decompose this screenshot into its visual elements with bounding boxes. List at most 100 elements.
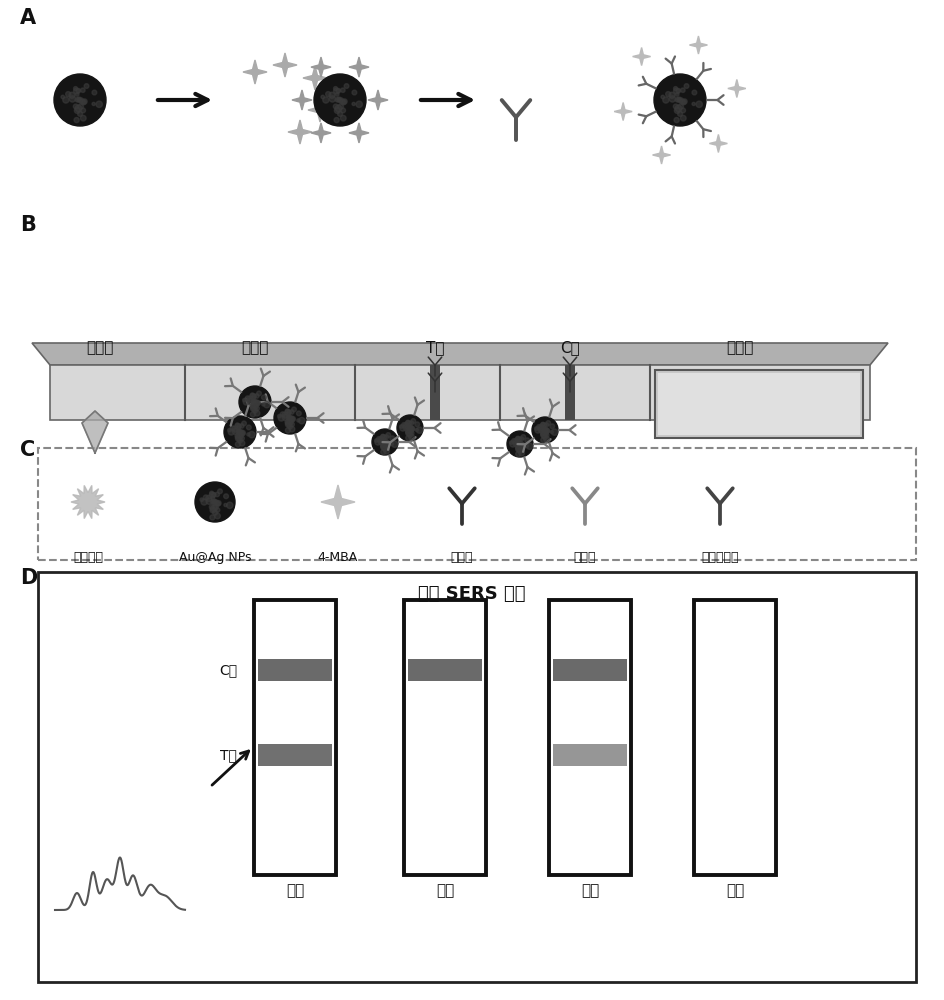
Circle shape xyxy=(252,394,256,398)
Circle shape xyxy=(380,443,385,448)
Bar xyxy=(404,600,486,875)
Circle shape xyxy=(337,97,341,101)
Circle shape xyxy=(237,424,242,428)
Text: 结合垫: 结合垫 xyxy=(242,340,269,355)
Circle shape xyxy=(542,428,547,432)
Circle shape xyxy=(286,416,291,420)
Circle shape xyxy=(76,89,80,93)
Circle shape xyxy=(254,410,260,416)
Circle shape xyxy=(240,430,245,436)
Circle shape xyxy=(378,437,384,443)
Circle shape xyxy=(410,427,414,432)
Circle shape xyxy=(382,435,386,440)
Circle shape xyxy=(62,97,69,103)
Circle shape xyxy=(228,429,234,435)
Circle shape xyxy=(415,428,418,432)
Circle shape xyxy=(677,97,681,101)
Circle shape xyxy=(517,437,521,442)
Circle shape xyxy=(290,417,295,422)
Polygon shape xyxy=(303,66,327,90)
Circle shape xyxy=(255,394,259,398)
Circle shape xyxy=(290,416,295,422)
Circle shape xyxy=(69,92,75,98)
Circle shape xyxy=(540,423,547,428)
Circle shape xyxy=(406,430,412,436)
Circle shape xyxy=(538,425,544,431)
Polygon shape xyxy=(349,123,369,143)
Circle shape xyxy=(663,97,669,103)
Circle shape xyxy=(285,428,291,433)
Circle shape xyxy=(519,437,524,441)
Text: B: B xyxy=(20,215,36,235)
Circle shape xyxy=(682,100,686,105)
Circle shape xyxy=(215,492,219,497)
Circle shape xyxy=(261,395,266,400)
Circle shape xyxy=(515,436,520,440)
Polygon shape xyxy=(71,485,105,519)
Circle shape xyxy=(212,499,216,503)
Circle shape xyxy=(513,439,519,445)
Circle shape xyxy=(239,430,244,435)
Circle shape xyxy=(80,108,86,113)
Circle shape xyxy=(288,415,293,421)
Polygon shape xyxy=(311,123,331,143)
Circle shape xyxy=(238,438,243,443)
Circle shape xyxy=(257,391,261,396)
Circle shape xyxy=(515,445,522,452)
Circle shape xyxy=(516,442,521,446)
Circle shape xyxy=(286,413,290,416)
Circle shape xyxy=(407,426,412,430)
Circle shape xyxy=(385,440,390,445)
Circle shape xyxy=(201,499,208,505)
Circle shape xyxy=(515,445,520,450)
Bar xyxy=(38,448,916,560)
Circle shape xyxy=(200,498,204,501)
Circle shape xyxy=(248,431,255,438)
Circle shape xyxy=(214,501,219,506)
Circle shape xyxy=(513,440,519,447)
Circle shape xyxy=(520,442,525,447)
Circle shape xyxy=(382,443,388,448)
Circle shape xyxy=(375,439,381,445)
Circle shape xyxy=(381,440,386,444)
Circle shape xyxy=(282,412,288,418)
Circle shape xyxy=(338,111,343,116)
Circle shape xyxy=(237,430,241,434)
Circle shape xyxy=(378,438,384,445)
Circle shape xyxy=(77,111,82,116)
Text: 定量 SERS 分析: 定量 SERS 分析 xyxy=(418,585,526,603)
Circle shape xyxy=(517,449,522,453)
Circle shape xyxy=(288,419,294,425)
Circle shape xyxy=(286,420,293,427)
Circle shape xyxy=(341,108,346,113)
Circle shape xyxy=(280,412,285,417)
Text: 样品垫: 样品垫 xyxy=(86,340,113,355)
Circle shape xyxy=(544,428,547,432)
Circle shape xyxy=(341,88,346,92)
Circle shape xyxy=(326,92,330,97)
Circle shape xyxy=(255,401,260,406)
Circle shape xyxy=(211,496,214,500)
Circle shape xyxy=(541,431,546,436)
Circle shape xyxy=(406,420,410,424)
Circle shape xyxy=(236,430,241,434)
Polygon shape xyxy=(632,48,650,66)
Circle shape xyxy=(210,507,216,513)
Circle shape xyxy=(235,423,241,429)
Circle shape xyxy=(696,101,702,107)
Circle shape xyxy=(54,74,106,126)
Circle shape xyxy=(289,426,295,432)
Circle shape xyxy=(384,441,389,446)
Circle shape xyxy=(510,441,514,444)
Bar xyxy=(430,365,440,420)
Circle shape xyxy=(542,428,546,432)
Circle shape xyxy=(74,117,79,123)
Circle shape xyxy=(399,425,403,428)
Circle shape xyxy=(544,428,548,433)
Circle shape xyxy=(212,510,217,515)
Circle shape xyxy=(290,410,294,414)
Circle shape xyxy=(669,96,676,102)
Circle shape xyxy=(406,429,413,436)
Circle shape xyxy=(338,98,344,103)
Circle shape xyxy=(380,449,386,455)
